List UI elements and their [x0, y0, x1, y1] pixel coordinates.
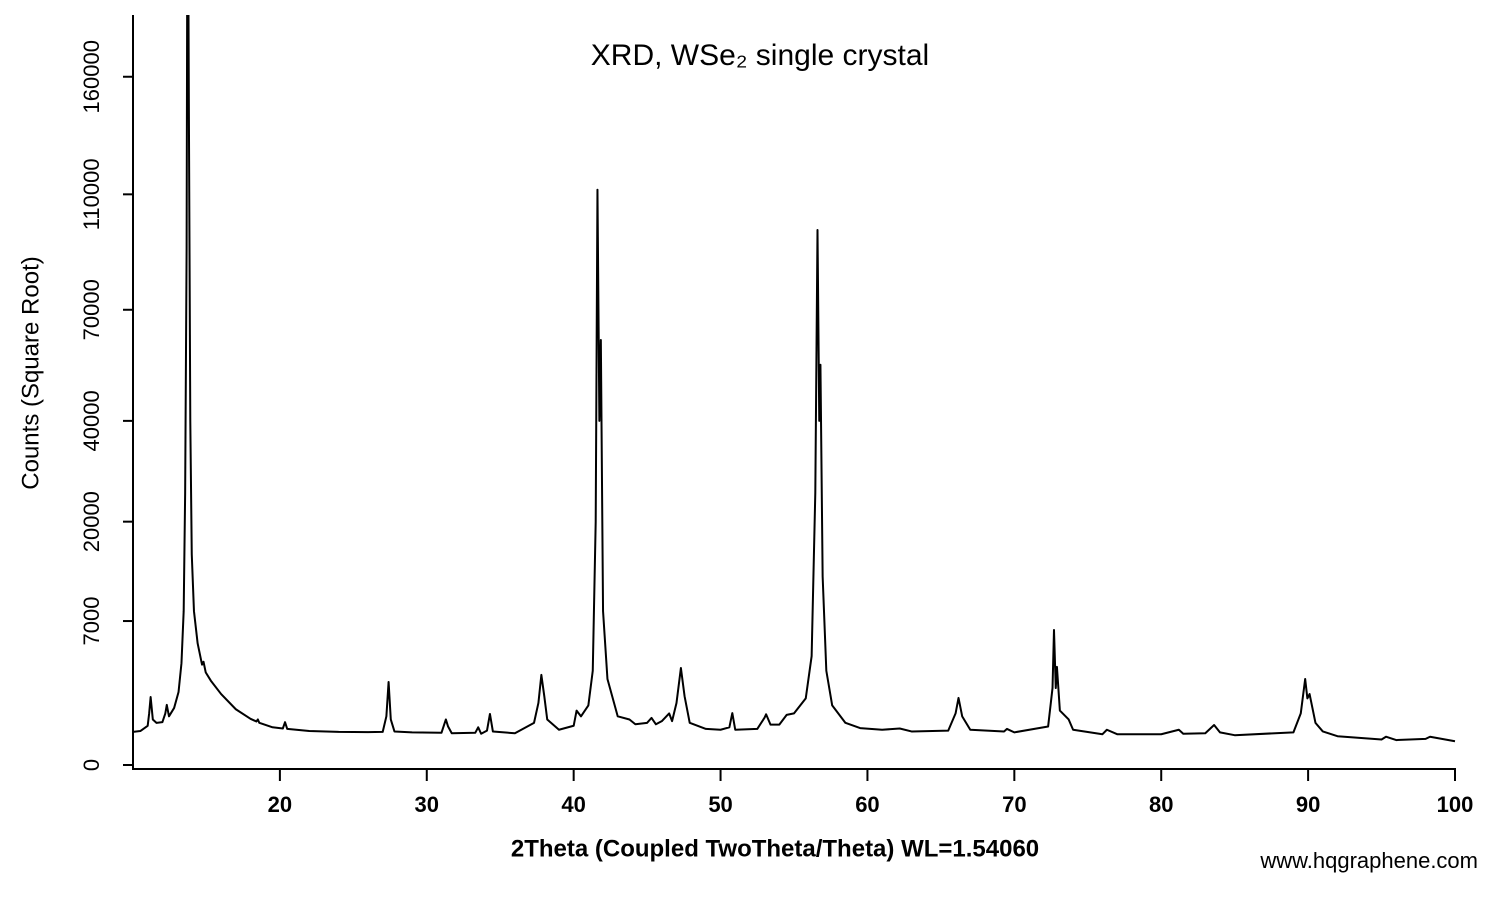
y-tick-label: 0 — [79, 759, 104, 771]
y-tick-label: 70000 — [79, 279, 104, 340]
x-tick-label: 80 — [1149, 792, 1173, 817]
y-tick-label: 20000 — [79, 491, 104, 552]
x-tick-label: 50 — [708, 792, 732, 817]
x-tick-label: 90 — [1296, 792, 1320, 817]
x-tick-label: 20 — [268, 792, 292, 817]
x-axis-label: 2Theta (Coupled TwoTheta/Theta) WL=1.540… — [511, 835, 1039, 862]
x-tick-label: 40 — [561, 792, 585, 817]
source: www.hqgraphene.com — [1259, 848, 1478, 873]
x-tick-label: 70 — [1002, 792, 1026, 817]
y-axis-label: Counts (Square Root) — [17, 256, 44, 489]
x-tick-label: 100 — [1437, 792, 1474, 817]
xrd-pattern — [133, 15, 1456, 743]
x-tick-label: 60 — [855, 792, 879, 817]
y-tick-label: 40000 — [79, 390, 104, 451]
y-tick-label: 7000 — [79, 597, 104, 646]
chart-title: XRD, WSe₂ single crystal — [591, 39, 929, 72]
y-tick-label: 110000 — [79, 158, 104, 230]
y-tick-label: 160000 — [79, 40, 104, 113]
x-tick-label: 30 — [415, 792, 439, 817]
